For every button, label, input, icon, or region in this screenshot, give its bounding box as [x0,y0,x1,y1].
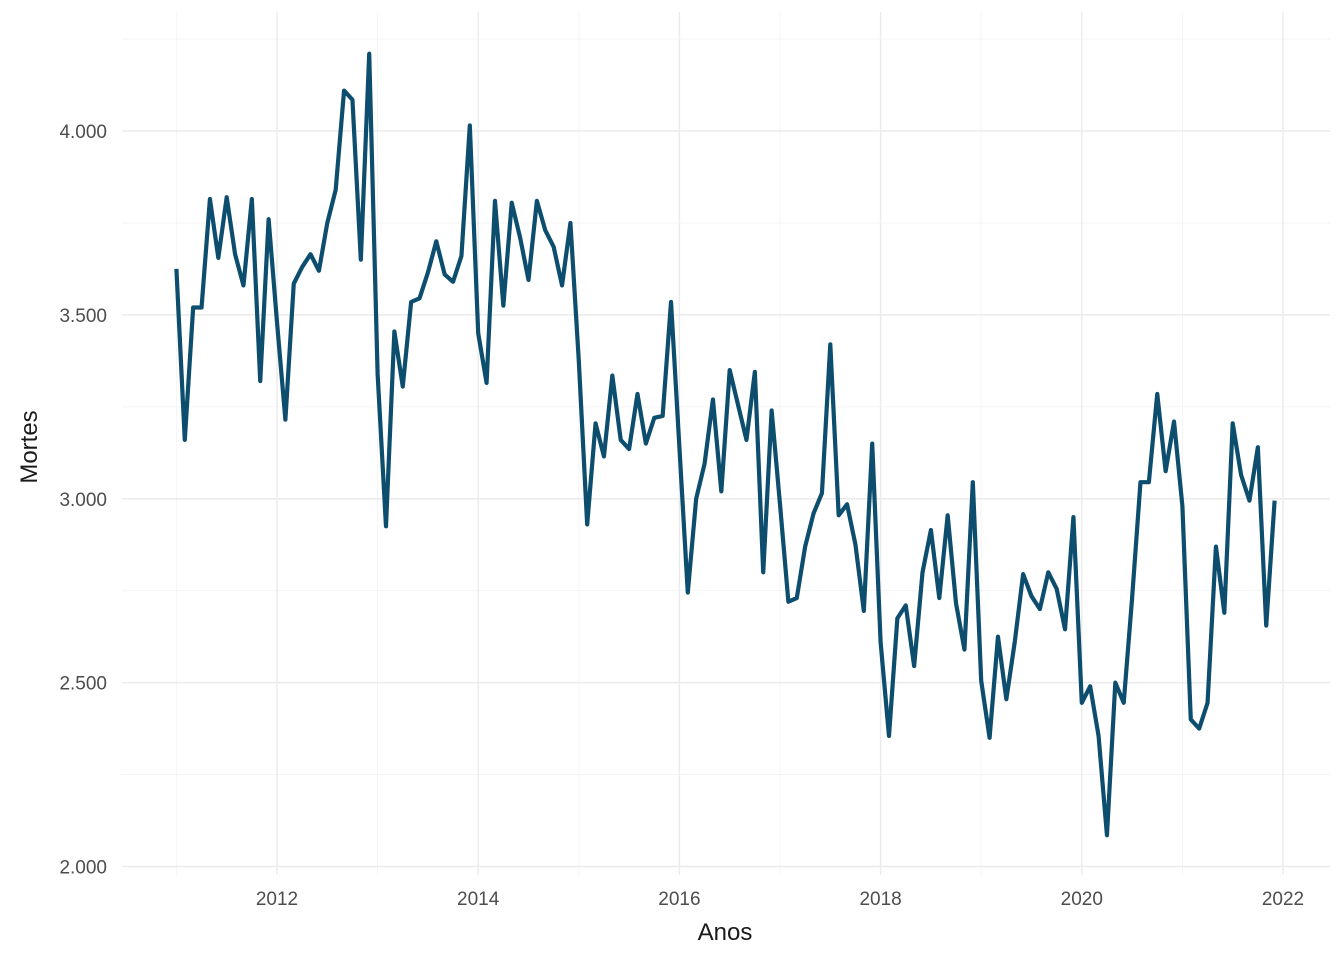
y-tick-label: 2.000 [59,858,107,879]
series-line-mortes [174,51,1277,838]
x-tick-label: 2022 [1262,889,1304,910]
x-tick-label: 2014 [457,889,500,910]
y-tick-label: 3.500 [59,306,107,327]
x-axis-tick-labels: 2012 2014 2016 2018 2020 2022 [256,889,1304,910]
x-tick-label: 2020 [1061,889,1103,910]
x-axis-title: Anos [698,919,753,946]
x-tick-label: 2018 [859,889,901,910]
x-tick-label: 2016 [658,889,700,910]
minor-gridlines-x [175,12,1183,875]
y-tick-label: 4.000 [59,122,107,143]
x-tick-label: 2012 [256,889,298,910]
y-axis-title: Mortes [16,410,43,483]
y-tick-label: 3.000 [59,490,107,511]
y-tick-label: 2.500 [59,674,107,695]
major-gridlines-y [122,130,1330,868]
y-axis-tick-labels: 2.000 2.500 3.000 3.500 4.000 [59,122,107,879]
